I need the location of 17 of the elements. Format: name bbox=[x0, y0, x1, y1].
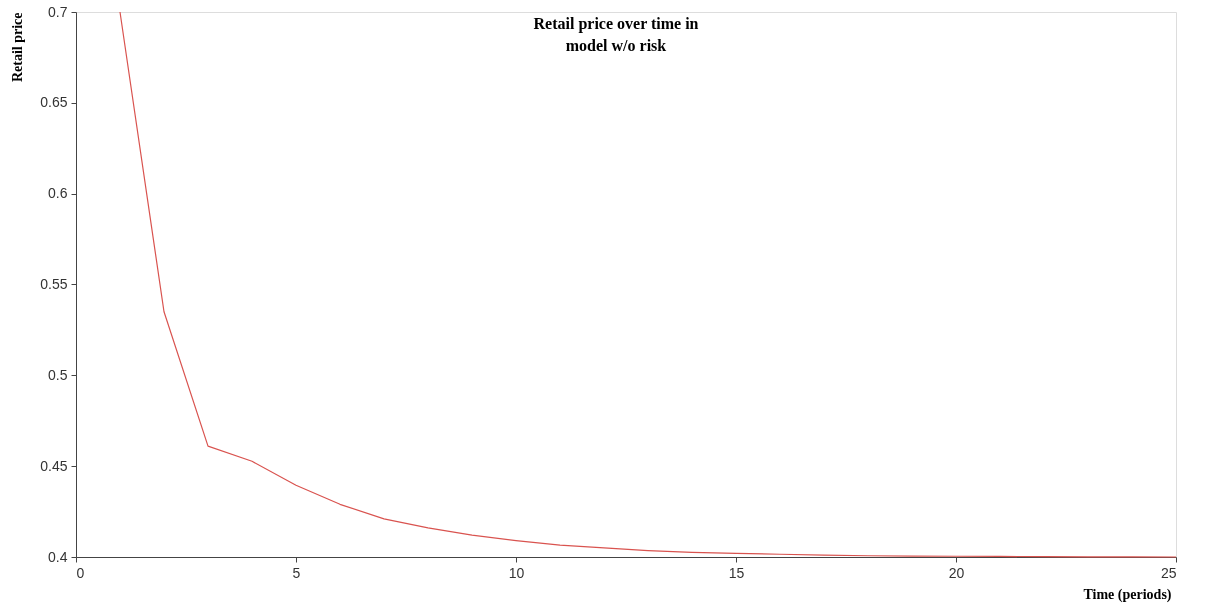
y-axis-title: Retail price bbox=[9, 12, 25, 83]
y-tick-label: 0.6 bbox=[48, 185, 68, 202]
x-axis-title: Time (periods) bbox=[1083, 586, 1172, 603]
y-tick-label: 0.65 bbox=[40, 94, 68, 111]
y-tick-label: 0.7 bbox=[48, 3, 68, 20]
y-tick-label: 0.4 bbox=[48, 548, 68, 565]
y-tick-label: 0.45 bbox=[40, 457, 68, 474]
x-tick-label: 20 bbox=[948, 564, 965, 581]
line-series bbox=[119, 11, 1177, 558]
x-tick-label: 5 bbox=[292, 564, 301, 581]
x-tick-label: 10 bbox=[508, 564, 525, 581]
y-tick-label: 0.5 bbox=[48, 366, 68, 383]
x-tick-label: 15 bbox=[728, 564, 745, 581]
x-tick-label: 25 bbox=[1160, 564, 1177, 581]
y-tick-label: 0.55 bbox=[40, 276, 68, 292]
text: Retail price over time in model w/o risk bbox=[533, 15, 699, 54]
x-tick-label: 0 bbox=[76, 564, 85, 581]
